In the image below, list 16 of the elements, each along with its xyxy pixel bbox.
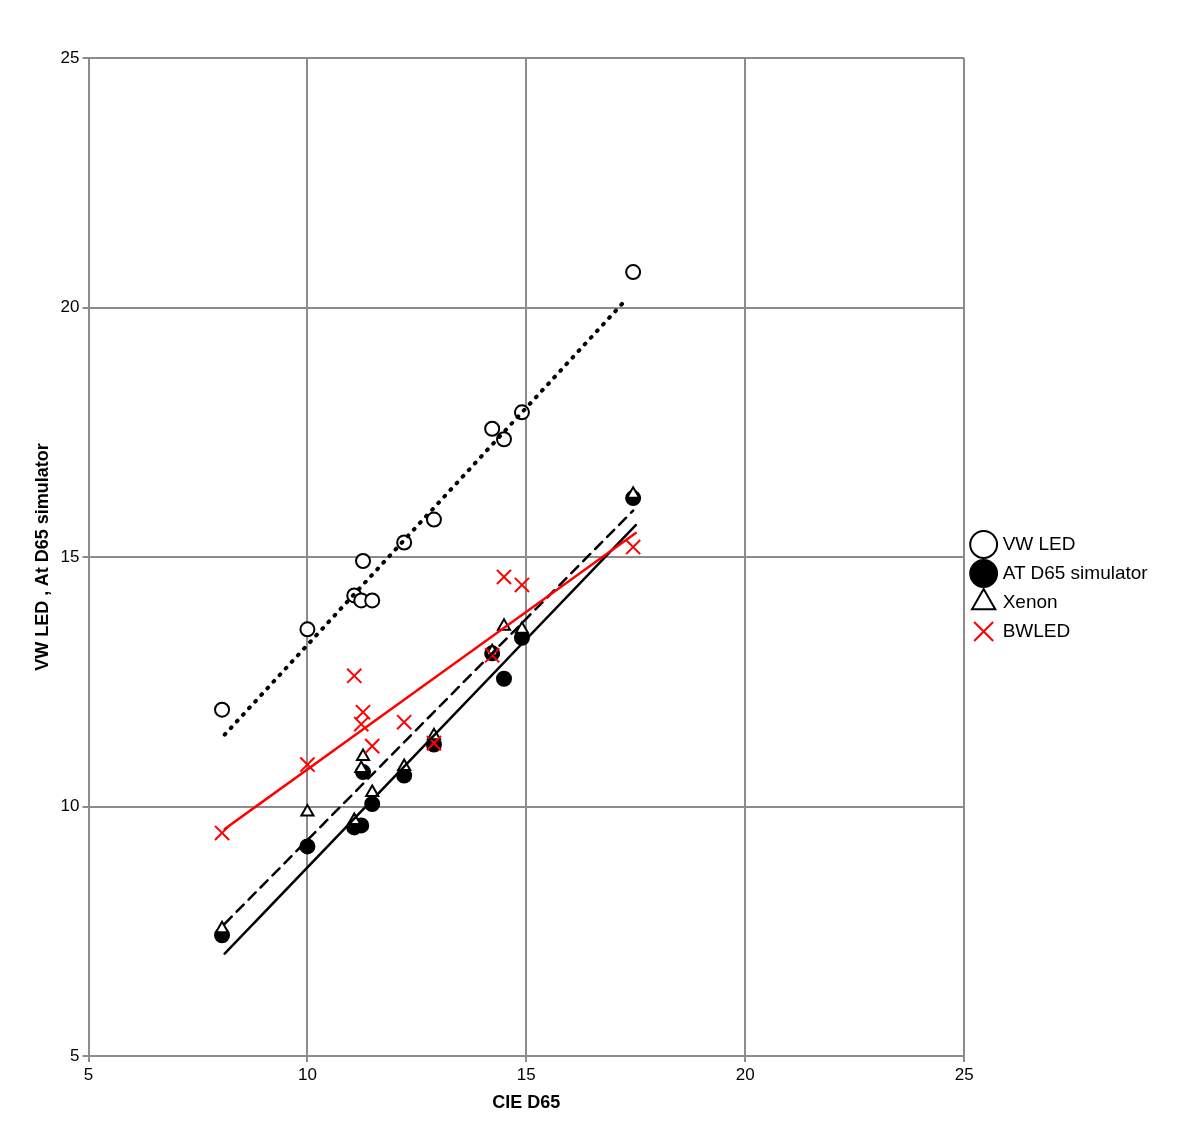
legend-label: BWLED bbox=[1002, 619, 1071, 641]
y-tick-label: 10 bbox=[60, 796, 80, 816]
y-tick-label: 25 bbox=[60, 47, 80, 67]
y-tick-label: 15 bbox=[60, 546, 80, 566]
legend-label: AT D65 simulator bbox=[1002, 561, 1149, 583]
y-tick-label: 20 bbox=[60, 297, 80, 317]
legend-label: VW LED bbox=[1002, 532, 1076, 554]
x-tick-label: 25 bbox=[954, 1064, 974, 1084]
y-axis-title: VW LED , At D65 simulator bbox=[31, 443, 52, 671]
x-tick-label: 15 bbox=[516, 1064, 536, 1084]
y-tick-label: 5 bbox=[70, 1045, 80, 1065]
x-axis-title: CIE D65 bbox=[492, 1092, 561, 1113]
legend-label: Xenon bbox=[1002, 590, 1058, 612]
x-tick-label: 20 bbox=[735, 1064, 755, 1084]
x-tick-label: 5 bbox=[83, 1064, 94, 1084]
x-tick-label: 10 bbox=[297, 1064, 317, 1084]
